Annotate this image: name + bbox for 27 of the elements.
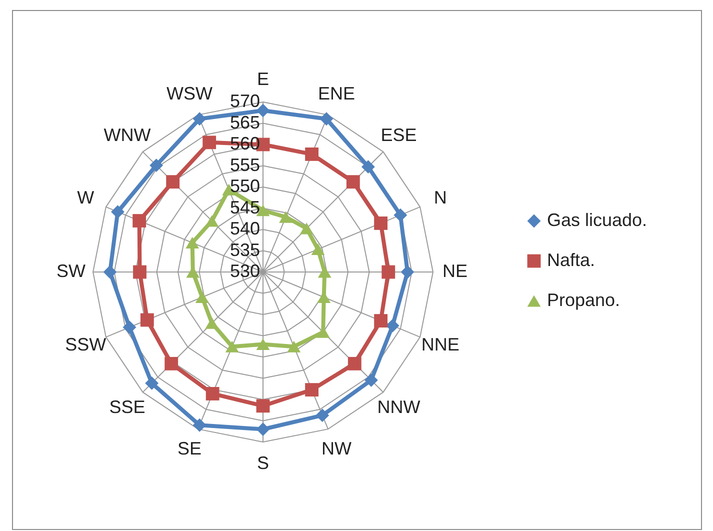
spoke-label: SW xyxy=(56,261,86,281)
y-tick-label: 535 xyxy=(230,240,260,260)
spoke-label: NNE xyxy=(421,334,460,354)
spoke-label: SE xyxy=(178,438,202,458)
y-tick-label: 570 xyxy=(230,91,260,111)
spoke-label: NW xyxy=(321,438,352,458)
spoke-label: S xyxy=(256,453,270,473)
y-tick-label: 545 xyxy=(230,197,260,218)
legend-label: Propano. xyxy=(547,290,620,310)
spoke-label: W xyxy=(77,188,94,208)
spoke-label: E xyxy=(256,69,270,89)
spoke-label: ESE xyxy=(380,125,417,146)
y-tick-label: 555 xyxy=(230,154,260,175)
y-tick-label: 530 xyxy=(230,261,260,281)
spoke-label: ENE xyxy=(318,84,355,104)
legend-label: Gas licuado. xyxy=(547,210,648,230)
y-tick-label: 565 xyxy=(230,112,260,132)
spoke-label: SSE xyxy=(109,396,146,417)
spoke-label: SSW xyxy=(65,334,106,354)
legend-label: Nafta. xyxy=(547,250,596,270)
spoke-label: NE xyxy=(442,261,468,281)
spoke-label: NNW xyxy=(377,396,420,417)
spoke-label: WNW xyxy=(104,125,151,146)
spoke-label: N xyxy=(434,188,447,208)
y-tick-label: 540 xyxy=(230,218,260,238)
y-tick-label: 550 xyxy=(230,176,260,196)
spoke-label: WSW xyxy=(166,84,213,104)
